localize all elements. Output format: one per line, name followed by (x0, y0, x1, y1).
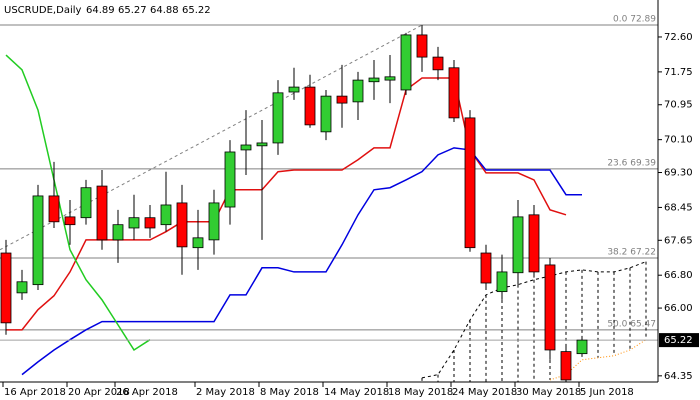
fib-label: 23.6 69.39 (607, 158, 656, 168)
x-tick-label: 2 May 2018 (196, 387, 255, 398)
candle-body (240, 144, 252, 151)
x-tick-label: 5 Jun 2018 (580, 387, 634, 398)
candle-body (144, 217, 156, 229)
fib-label: 38.2 67.22 (607, 247, 656, 257)
candle-body (416, 34, 428, 58)
candle-body (224, 151, 236, 208)
candle-body (64, 216, 76, 226)
candle-body (208, 202, 220, 241)
candle-body (576, 339, 588, 355)
x-tick-label: 20 Apr 2018 (68, 387, 130, 398)
y-tick-label: 69.30 (664, 168, 693, 179)
x-tick-label: 8 May 2018 (260, 387, 319, 398)
price-box (659, 333, 699, 348)
y-tick-label: 66.80 (664, 270, 693, 281)
y-tick-label: 66.00 (664, 303, 693, 314)
candle-body (256, 142, 268, 147)
candle-body (464, 117, 476, 249)
candle-body (304, 86, 316, 126)
candle-body (272, 92, 284, 144)
candle-body (384, 76, 396, 81)
candle-body (528, 214, 540, 273)
ohlc-value: 64.88 (150, 5, 179, 16)
ohlc-value: 65.27 (118, 5, 147, 16)
plot-area: 0.0 72.89 23.6 69.39 38.2 67.22 50.0 65.47 (0, 15, 658, 382)
candle-body (496, 271, 508, 293)
candle-body (560, 351, 572, 381)
indicator-line (549, 339, 647, 381)
x-tick-label: 14 May 2018 (324, 387, 389, 398)
candle-body (400, 34, 412, 91)
candle-body (352, 79, 364, 103)
candle-body (512, 216, 524, 274)
candle-body (336, 95, 348, 104)
x-tick-label: 16 Apr 2018 (4, 387, 66, 398)
candle-body (96, 185, 108, 241)
candle-body (192, 237, 204, 249)
y-tick-label: 71.75 (664, 67, 693, 78)
candle-body (16, 281, 28, 294)
y-tick-label: 70.95 (664, 100, 693, 111)
price-box-label: 65.22 (664, 335, 693, 346)
candle-body (112, 224, 124, 241)
y-tick-label: 70.10 (664, 135, 693, 146)
candle-body (320, 95, 332, 133)
x-tick-label: 30 May 2018 (516, 387, 581, 398)
x-tick-label: 26 Apr 2018 (116, 387, 178, 398)
ohlc-value: 65.22 (182, 5, 211, 16)
fib-label: 50.0 65.47 (607, 319, 656, 329)
candle-body (176, 202, 188, 248)
candle-body (160, 204, 172, 226)
candle-body (32, 195, 44, 286)
indicator-line (5, 54, 151, 351)
candle-body (368, 77, 380, 83)
y-tick-label: 68.45 (664, 202, 693, 213)
x-tick-label: 24 May 2018 (452, 387, 517, 398)
y-tick-label: 67.65 (664, 235, 693, 246)
candle-body (80, 187, 92, 219)
ohlc-value: 64.89 (86, 5, 115, 16)
candle-body (480, 252, 492, 284)
indicator-line (421, 261, 647, 379)
y-tick-label: 72.60 (664, 32, 693, 43)
candle-body (0, 252, 12, 324)
candle-body (48, 195, 60, 223)
fib-label: 0.0 72.89 (613, 15, 656, 25)
candle-body (544, 264, 556, 351)
candle-body (288, 86, 300, 93)
chart-title: USCRUDE,Daily (4, 5, 81, 16)
candle-body (432, 56, 444, 71)
x-tick-label: 18 May 2018 (388, 387, 453, 398)
candle-body (448, 67, 460, 119)
candle-body (128, 217, 140, 229)
ohlc-header: 64.89 65.27 64.88 65.22 (86, 5, 211, 16)
y-tick-label: 64.35 (664, 371, 693, 382)
